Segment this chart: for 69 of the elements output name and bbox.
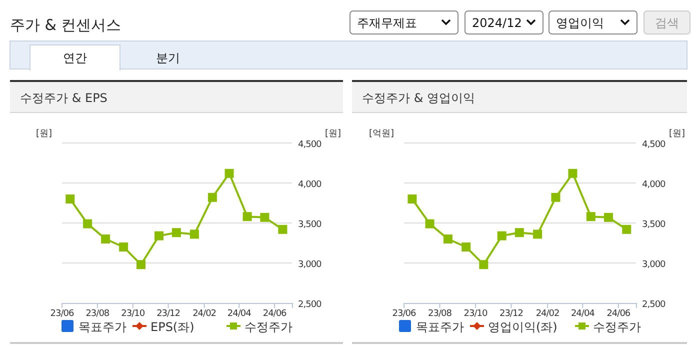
y2-axis-title: [원] (324, 129, 341, 139)
x-tick-label: 23/12 (156, 309, 180, 319)
text: 연간 (63, 51, 87, 65)
point (462, 242, 471, 252)
point (172, 228, 181, 238)
y2-tick-label: 3,500 (642, 220, 666, 230)
legend-label: EPS(좌) (150, 320, 194, 334)
text: 검색 (655, 16, 679, 30)
legend-label: 목표주가 (416, 320, 464, 334)
point (533, 230, 542, 239)
x-tick-label: 23/08 (428, 309, 452, 319)
legend-label: 목표주가 (78, 320, 126, 334)
text: 2024/12 (472, 16, 522, 30)
point (479, 260, 488, 270)
y2-tick-label: 3,000 (298, 260, 322, 270)
x-tick-label: 23/08 (86, 309, 110, 319)
text: 영업이익 (556, 16, 604, 30)
text: 분기 (156, 51, 180, 65)
text: 주가 & 컨센서스 (10, 16, 122, 34)
y-axis-title: [억원] (368, 129, 394, 139)
y2-tick-label: 3,500 (298, 220, 322, 230)
y-axis-title: [원] (36, 129, 52, 139)
point (190, 230, 199, 239)
point (66, 194, 75, 204)
point (242, 212, 252, 222)
point (224, 168, 234, 178)
y2-tick-label: 2,500 (642, 300, 666, 310)
x-tick-label: 24/04 (570, 309, 596, 319)
y2-tick-label: 4,500 (642, 140, 666, 150)
point (514, 228, 524, 238)
y2-tick-label: 4,500 (298, 140, 322, 150)
chart-title: 수정주가 & EPS (20, 91, 108, 105)
point (586, 212, 596, 222)
x-tick-label: 24/06 (262, 309, 288, 319)
legend-label: 영업이익(좌) (488, 320, 558, 334)
y2-tick-label: 3,000 (642, 260, 666, 270)
point (551, 192, 560, 202)
legend-label: 수정주가 (244, 320, 292, 334)
chart-title: 수정주가 & 영업이익 (362, 91, 475, 105)
point (278, 224, 288, 234)
point (208, 192, 217, 202)
legend-label: 수정주가 (593, 320, 641, 334)
y2-axis-title: [원] (668, 129, 685, 139)
x-tick-label: 23/12 (499, 309, 523, 319)
point (101, 234, 110, 244)
x-tick-label: 23/10 (121, 309, 146, 319)
x-tick-label: 23/06 (392, 309, 416, 319)
point (622, 224, 632, 234)
point (260, 212, 270, 222)
point (408, 194, 417, 204)
y2-tick-label: 2,500 (298, 300, 322, 310)
point (604, 212, 613, 222)
x-tick-label: 24/02 (192, 309, 216, 319)
point (136, 260, 146, 270)
y2-tick-label: 4,000 (642, 180, 666, 190)
point (119, 242, 128, 252)
text: 주재무제표 (357, 16, 417, 30)
y2-tick-label: 4,000 (298, 180, 322, 190)
point (497, 231, 506, 240)
point (443, 234, 452, 244)
x-tick-label: 23/10 (464, 309, 488, 319)
x-tick-label: 24/04 (227, 309, 252, 319)
x-tick-label: 24/02 (536, 309, 560, 319)
x-tick-label: 23/06 (50, 309, 74, 319)
point (154, 231, 164, 240)
point (83, 219, 92, 228)
point (425, 219, 434, 228)
x-tick-label: 24/06 (606, 309, 631, 319)
point (568, 168, 578, 178)
